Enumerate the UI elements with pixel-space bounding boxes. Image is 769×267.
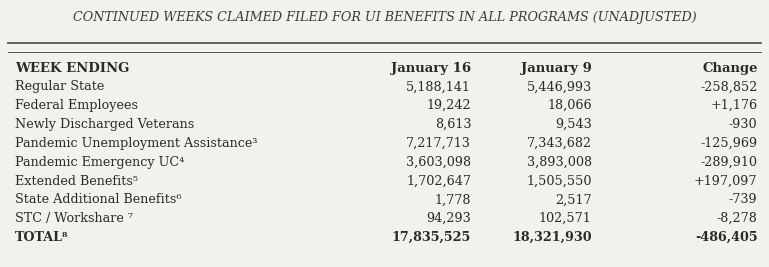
Text: 8,613: 8,613 (434, 118, 471, 131)
Text: 9,543: 9,543 (555, 118, 592, 131)
Text: 18,321,930: 18,321,930 (512, 231, 592, 244)
Text: -739: -739 (729, 193, 757, 206)
Text: State Additional Benefits⁶: State Additional Benefits⁶ (15, 193, 181, 206)
Text: Newly Discharged Veterans: Newly Discharged Veterans (15, 118, 195, 131)
Text: CONTINUED WEEKS CLAIMED FILED FOR UI BENEFITS IN ALL PROGRAMS (UNADJUSTED): CONTINUED WEEKS CLAIMED FILED FOR UI BEN… (72, 10, 697, 23)
Text: Change: Change (702, 61, 757, 74)
Text: -258,852: -258,852 (700, 80, 757, 93)
Text: 5,446,993: 5,446,993 (527, 80, 592, 93)
Text: -8,278: -8,278 (717, 212, 757, 225)
Text: 1,778: 1,778 (434, 193, 471, 206)
Text: TOTAL⁸: TOTAL⁸ (15, 231, 68, 244)
Text: 7,217,713: 7,217,713 (406, 137, 471, 150)
Text: 102,571: 102,571 (539, 212, 592, 225)
Text: January 16: January 16 (391, 61, 471, 74)
Text: 19,242: 19,242 (427, 99, 471, 112)
Text: January 9: January 9 (521, 61, 592, 74)
Text: 3,893,008: 3,893,008 (527, 156, 592, 169)
Text: +197,097: +197,097 (694, 175, 757, 188)
Text: -486,405: -486,405 (695, 231, 757, 244)
Text: 3,603,098: 3,603,098 (406, 156, 471, 169)
Text: Extended Benefits⁵: Extended Benefits⁵ (15, 175, 138, 188)
Text: -125,969: -125,969 (701, 137, 757, 150)
Text: Federal Employees: Federal Employees (15, 99, 138, 112)
Text: 17,835,525: 17,835,525 (392, 231, 471, 244)
Text: 18,066: 18,066 (547, 99, 592, 112)
Text: 1,505,550: 1,505,550 (526, 175, 592, 188)
Text: STC / Workshare ⁷: STC / Workshare ⁷ (15, 212, 133, 225)
Text: 1,702,647: 1,702,647 (406, 175, 471, 188)
Text: Pandemic Unemployment Assistance³: Pandemic Unemployment Assistance³ (15, 137, 258, 150)
Text: Pandemic Emergency UC⁴: Pandemic Emergency UC⁴ (15, 156, 185, 169)
Text: Regular State: Regular State (15, 80, 105, 93)
Text: 2,517: 2,517 (555, 193, 592, 206)
Text: 5,188,141: 5,188,141 (406, 80, 471, 93)
Text: +1,176: +1,176 (711, 99, 757, 112)
Text: 94,293: 94,293 (427, 212, 471, 225)
Text: -289,910: -289,910 (701, 156, 757, 169)
Text: WEEK ENDING: WEEK ENDING (15, 61, 130, 74)
Text: 7,343,682: 7,343,682 (527, 137, 592, 150)
Text: -930: -930 (729, 118, 757, 131)
